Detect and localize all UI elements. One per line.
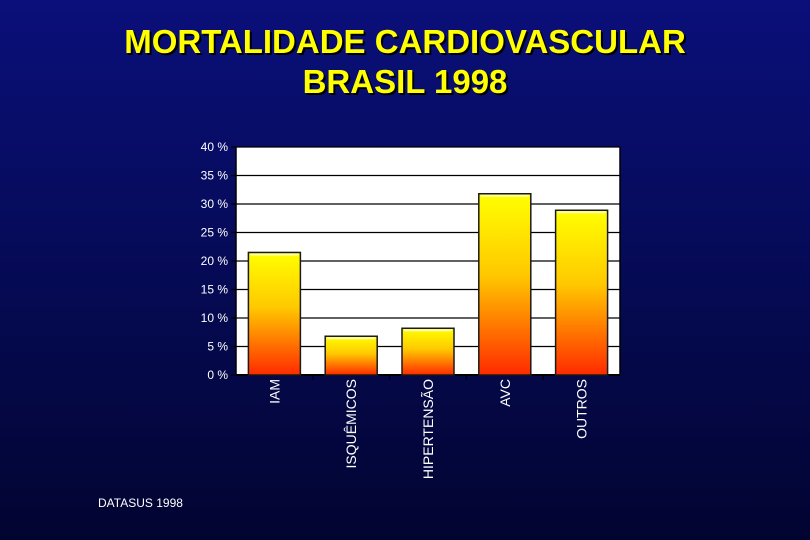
x-category-label: OUTROS bbox=[574, 379, 590, 439]
x-category-label: AVC bbox=[497, 379, 513, 407]
bar-2 bbox=[324, 335, 378, 376]
x-category-label: ISQUÊMICOS bbox=[343, 379, 359, 468]
y-tick-label: 30 % bbox=[201, 197, 229, 211]
y-tick-label: 0 % bbox=[207, 368, 228, 382]
y-tick-label: 25 % bbox=[201, 226, 229, 240]
bar-3 bbox=[401, 327, 455, 376]
chart-title-line-2: BRASIL 1998 bbox=[302, 63, 508, 100]
x-category-label: IAM bbox=[266, 379, 282, 404]
y-tick-label: 15 % bbox=[201, 283, 229, 297]
bar-4 bbox=[478, 192, 532, 376]
bar-1 bbox=[247, 251, 302, 376]
chart-title-line-1: MORTALIDADE CARDIOVASCULAR bbox=[124, 23, 686, 60]
x-category-label: HIPERTENSÃO bbox=[420, 379, 436, 479]
bar-5 bbox=[554, 209, 609, 376]
y-tick-label: 20 % bbox=[201, 254, 229, 268]
y-tick-label: 10 % bbox=[201, 311, 229, 325]
y-tick-label: 35 % bbox=[201, 169, 229, 183]
y-tick-label: 5 % bbox=[207, 340, 228, 354]
y-tick-label: 40 % bbox=[201, 140, 229, 154]
source-note: DATASUS 1998 bbox=[98, 496, 183, 510]
